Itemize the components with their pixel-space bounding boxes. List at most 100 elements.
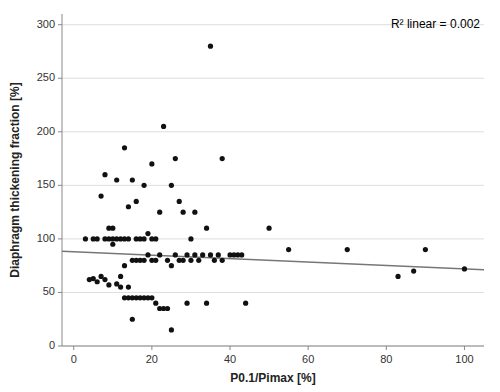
tick-mark — [151, 346, 152, 350]
tick-mark — [58, 346, 62, 347]
grid-line — [62, 185, 484, 186]
tick-mark — [58, 292, 62, 293]
tick-mark — [386, 346, 387, 350]
tick-label: 60 — [302, 353, 314, 365]
point — [184, 301, 189, 306]
point — [118, 274, 123, 279]
point — [462, 266, 467, 271]
point — [153, 236, 158, 241]
point — [212, 258, 217, 263]
plot-area — [62, 44, 484, 333]
point — [177, 199, 182, 204]
tick-label: 250 — [37, 71, 55, 83]
tick-label: 0 — [71, 353, 77, 365]
point — [173, 156, 178, 161]
tick-label: 50 — [43, 285, 55, 297]
point — [130, 317, 135, 322]
point — [153, 258, 158, 263]
tick-label: 100 — [37, 232, 55, 244]
grid-line — [62, 346, 484, 347]
point — [345, 247, 350, 252]
point — [110, 242, 115, 247]
point — [149, 161, 154, 166]
point — [141, 183, 146, 188]
point — [188, 236, 193, 241]
point — [141, 258, 146, 263]
annotation: R² linear = 0.002 — [391, 17, 480, 31]
point — [145, 231, 150, 236]
tick-mark — [230, 346, 231, 350]
point — [169, 327, 174, 332]
tick-label: 40 — [224, 353, 236, 365]
point — [145, 252, 150, 257]
point — [98, 193, 103, 198]
point — [188, 258, 193, 263]
tick-label: 300 — [37, 18, 55, 30]
point — [181, 258, 186, 263]
tick-mark — [58, 131, 62, 132]
point — [134, 199, 139, 204]
point — [411, 268, 416, 273]
point — [130, 177, 135, 182]
grid-line — [62, 78, 484, 79]
point — [126, 284, 131, 289]
point — [141, 236, 146, 241]
point — [204, 226, 209, 231]
point — [216, 252, 221, 257]
grid — [62, 25, 484, 346]
x-axis-label: P0.1/Pimax [%] — [230, 371, 315, 385]
grid-line — [62, 292, 484, 293]
point — [181, 210, 186, 215]
point — [153, 301, 158, 306]
point — [157, 210, 162, 215]
point — [196, 258, 201, 263]
tick-mark — [464, 346, 465, 350]
point — [208, 44, 213, 49]
point — [95, 279, 100, 284]
point — [102, 277, 107, 282]
point — [243, 301, 248, 306]
y-axis-label: Diaphragm thickening fraction [%] — [8, 82, 22, 277]
point — [161, 124, 166, 129]
tick-label: 200 — [37, 125, 55, 137]
tick-mark — [58, 24, 62, 25]
point — [200, 252, 205, 257]
point — [95, 236, 100, 241]
tick-label: 150 — [37, 178, 55, 190]
background — [0, 0, 500, 392]
point — [192, 210, 197, 215]
point — [122, 263, 127, 268]
point — [126, 204, 131, 209]
point — [110, 226, 115, 231]
point — [220, 156, 225, 161]
grid-line — [62, 131, 484, 132]
point — [423, 247, 428, 252]
point — [149, 295, 154, 300]
point — [239, 252, 244, 257]
y-axis-line — [62, 14, 63, 346]
tick-mark — [58, 185, 62, 186]
point — [208, 252, 213, 257]
tick-mark — [73, 346, 74, 350]
tick-label: 20 — [146, 353, 158, 365]
point — [165, 258, 170, 263]
tick-label: 0 — [49, 339, 55, 351]
x-axis-line — [62, 346, 484, 347]
tick-mark — [308, 346, 309, 350]
point — [220, 258, 225, 263]
point — [395, 274, 400, 279]
chart: 050100150200250300020406080100R² linear … — [0, 0, 500, 392]
point — [184, 252, 189, 257]
point — [122, 145, 127, 150]
point — [286, 247, 291, 252]
tick-mark — [58, 78, 62, 79]
regression-line — [62, 251, 484, 270]
tick-label: 100 — [455, 353, 473, 365]
point — [165, 306, 170, 311]
point — [192, 252, 197, 257]
point — [106, 282, 111, 287]
point — [114, 177, 119, 182]
point — [126, 236, 131, 241]
point — [118, 284, 123, 289]
point — [173, 252, 178, 257]
